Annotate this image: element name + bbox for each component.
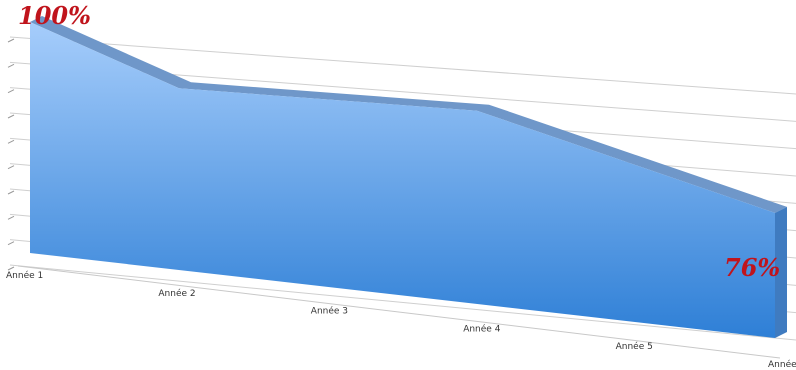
x-tick-label: Année 5 — [616, 341, 653, 352]
x-tick-label: Année 6 — [768, 359, 796, 370]
area-side-face — [775, 206, 787, 338]
data-annotation: 100% — [18, 1, 91, 30]
x-tick-label: Année 4 — [463, 323, 501, 334]
axis-tick-mark — [7, 266, 15, 271]
axis-tick-mark — [7, 165, 15, 170]
x-tick-label: Année 2 — [158, 288, 195, 299]
area-layer — [30, 16, 787, 338]
label-layer: Année 1 Année 2 Année 3 Année 4 Année 5 Année… — [6, 1, 796, 370]
axis-tick-mark — [7, 38, 15, 43]
x-tick-label: Année 1 — [6, 270, 43, 281]
axis-tick-mark — [7, 139, 15, 144]
x-tick-label: Année 3 — [311, 306, 348, 317]
axis-tick-mark — [7, 89, 15, 94]
gridline — [9, 36, 796, 95]
axis-tick-mark — [7, 241, 15, 246]
gridline — [9, 264, 796, 341]
data-annotation: 76% — [724, 253, 780, 282]
axis-tick-mark — [7, 114, 15, 119]
axis-tick-mark — [7, 215, 15, 220]
axis-tick-mark — [7, 63, 15, 68]
axis-tick-mark — [7, 190, 15, 195]
area-front-face — [30, 22, 775, 338]
floor-line — [17, 265, 781, 359]
